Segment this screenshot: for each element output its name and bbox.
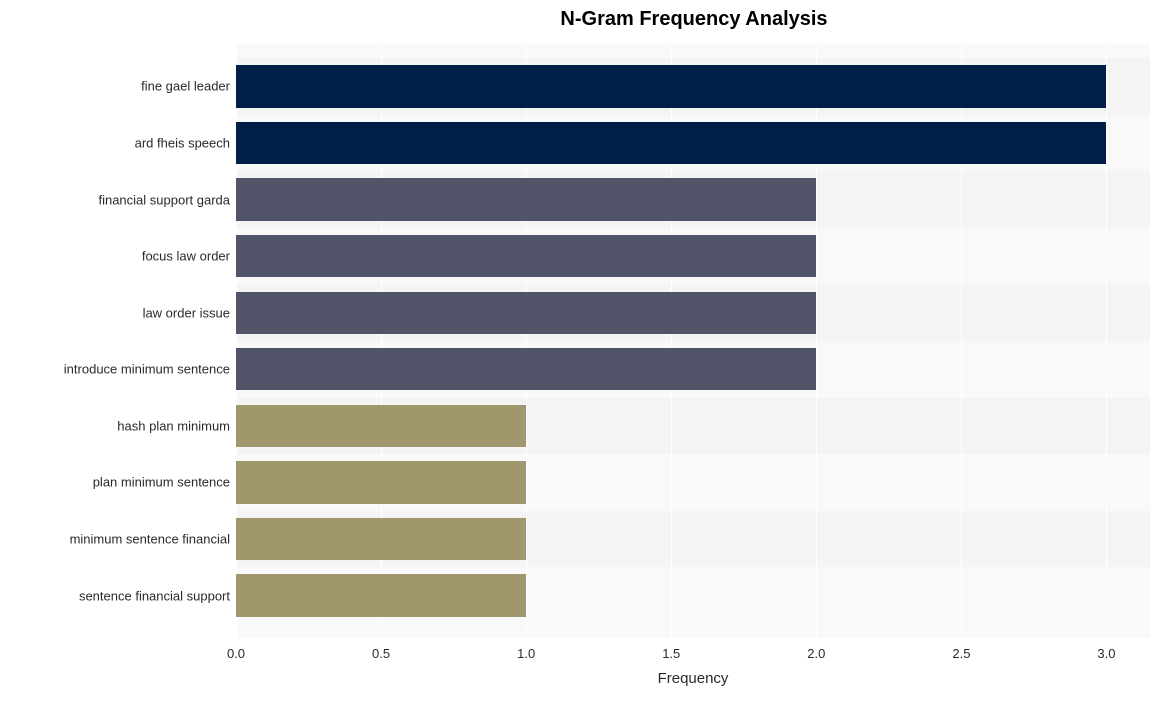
y-tick-label: plan minimum sentence: [93, 475, 230, 490]
x-tick-label: 0.0: [227, 646, 245, 661]
bar: [236, 65, 1106, 107]
y-tick-label: focus law order: [142, 249, 230, 264]
plot-area: [236, 44, 1150, 638]
y-tick-label: sentence financial support: [79, 588, 230, 603]
bar: [236, 348, 816, 390]
x-tick-label: 2.5: [952, 646, 970, 661]
y-tick-label: minimum sentence financial: [70, 532, 230, 547]
y-tick-label: hash plan minimum: [117, 418, 230, 433]
x-tick-label: 3.0: [1097, 646, 1115, 661]
y-tick-label: introduce minimum sentence: [64, 362, 230, 377]
x-tick-label: 2.0: [807, 646, 825, 661]
x-axis-label: Frequency: [658, 670, 729, 687]
y-tick-label: financial support garda: [98, 192, 230, 207]
bar: [236, 405, 526, 447]
x-tick-label: 1.0: [517, 646, 535, 661]
bar: [236, 518, 526, 560]
y-tick-label: law order issue: [143, 305, 230, 320]
bar: [236, 574, 526, 616]
bar: [236, 178, 816, 220]
y-tick-label: fine gael leader: [141, 79, 230, 94]
bar: [236, 122, 1106, 164]
y-tick-label: ard fheis speech: [135, 136, 230, 151]
bar: [236, 292, 816, 334]
bar: [236, 235, 816, 277]
x-tick-label: 0.5: [372, 646, 390, 661]
x-tick-label: 1.5: [662, 646, 680, 661]
gridline: [1106, 44, 1107, 638]
chart-title: N-Gram Frequency Analysis: [8, 8, 1160, 31]
ngram-chart: N-Gram Frequency Analysis Frequency fine…: [8, 8, 1160, 693]
bar: [236, 461, 526, 503]
